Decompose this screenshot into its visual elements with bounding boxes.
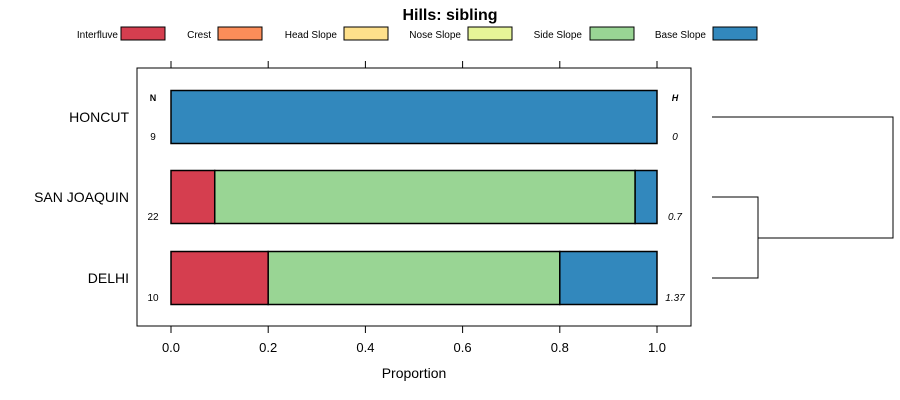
chart-title: Hills: sibling <box>402 7 497 24</box>
bar-san-joaquin-side-slope <box>213 169 636 225</box>
legend-label-interfluve: Interfluve <box>77 30 119 41</box>
tick-label: 1.0 <box>648 340 666 355</box>
h-value-delhi: 1.37 <box>665 293 685 304</box>
n-value-delhi: 10 <box>147 293 159 304</box>
dendrogram <box>712 116 894 279</box>
x-axis: 0.0 0.2 0.4 0.6 0.8 1.0 <box>162 61 666 355</box>
n-header: N <box>150 93 157 103</box>
x-axis-label: Proportion <box>382 365 447 381</box>
n-value-san-joaquin: 22 <box>147 212 159 223</box>
bar-san-joaquin-base-slope <box>634 169 658 225</box>
dendrogram-branch-sanjoaquin-delhi <box>712 196 759 279</box>
bar-delhi-interfluve <box>170 250 269 306</box>
legend-label-crest: Crest <box>187 30 211 41</box>
legend-label-head-slope: Head Slope <box>285 30 338 41</box>
category-label-honcut: HONCUT <box>69 109 129 125</box>
category-labels: HONCUT 9 0 SAN JOAQUIN 22 0.7 DELHI 10 1.37 <box>34 109 685 304</box>
legend-label-base-slope: Base Slope <box>655 30 707 41</box>
tick-label: 0.8 <box>551 340 569 355</box>
legend-label-nose-slope: Nose Slope <box>409 30 461 41</box>
bar-san-joaquin-interfluve <box>170 169 216 225</box>
legend-swatch-side-slope <box>589 26 635 41</box>
tick-label: 0.0 <box>162 340 180 355</box>
h-value-honcut: 0 <box>672 132 678 143</box>
bar-delhi-base-slope <box>559 250 658 306</box>
h-value-san-joaquin: 0.7 <box>668 212 682 223</box>
n-value-honcut: 9 <box>150 132 156 143</box>
plot-frame <box>136 67 692 327</box>
h-header: H <box>672 93 679 103</box>
legend-swatch-base-slope <box>712 26 758 41</box>
legend-swatch-head-slope <box>343 26 389 41</box>
legend-label-side-slope: Side Slope <box>534 30 583 41</box>
category-label-san-joaquin: SAN JOAQUIN <box>34 189 129 205</box>
category-label-delhi: DELHI <box>88 270 129 286</box>
dendrogram-branch-root <box>712 116 894 239</box>
tick-label: 0.2 <box>259 340 277 355</box>
legend-swatch-nose-slope <box>467 26 513 41</box>
bars <box>170 89 658 306</box>
bar-delhi-side-slope <box>267 250 561 306</box>
legend-swatch-crest <box>217 26 263 41</box>
bar-honcut-base-slope <box>170 89 658 145</box>
tick-label: 0.6 <box>454 340 472 355</box>
legend: Interfluve Crest Head Slope Nose Slope Side … <box>77 26 758 41</box>
tick-label: 0.4 <box>356 340 374 355</box>
legend-swatch-interfluve <box>120 26 166 41</box>
